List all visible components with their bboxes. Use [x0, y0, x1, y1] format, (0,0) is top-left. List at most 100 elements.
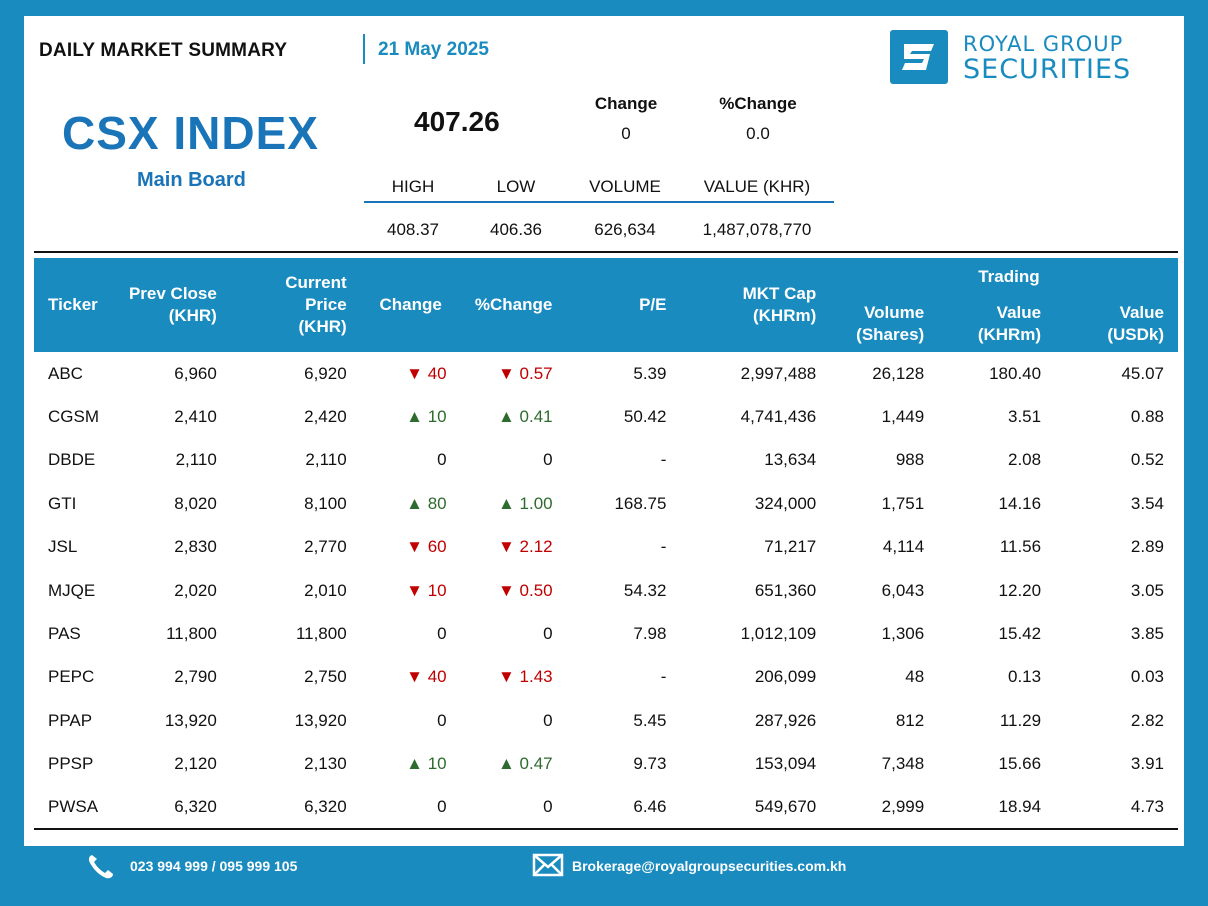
cell-value-khr: 3.51 — [1008, 407, 1042, 427]
cell-pe: 5.45 — [633, 710, 667, 730]
table-row: CGSM 2,410 2,420 ▲ 10 ▲ 0.41 50.42 4,741,436 1,… — [34, 395, 1178, 438]
cell-change: 0 — [437, 450, 447, 470]
cell-ticker: JSL — [48, 537, 78, 557]
cell-change: 0 — [360, 785, 461, 831]
cell-value-usd: 2.89 — [1130, 537, 1164, 557]
table-row: PWSA 6,320 6,320 0 0 6.46 549,670 2,999 18.94 4.7… — [34, 785, 1178, 831]
cell-value-usd: 3.54 — [1130, 493, 1164, 513]
th-value-usd: Value (USDk) — [1107, 303, 1164, 344]
cell-ticker: PPAP — [48, 710, 93, 730]
down-arrow-icon: ▼ — [497, 363, 520, 383]
section-divider — [34, 251, 1178, 253]
cell-value-usd: 0.03 — [1130, 667, 1164, 687]
brand-logo: ROYAL GROUP SECURITIES — [890, 30, 1160, 86]
report-title: DAILY MARKET SUMMARY — [39, 40, 288, 61]
table-row: PPSP 2,120 2,130 ▲ 10 ▲ 0.47 9.73 153,094 7,348… — [34, 743, 1178, 786]
cell-pct-change: ▼ 2.12 — [497, 537, 553, 557]
cell-value-khr: 15.66 — [998, 754, 1042, 774]
th-ticker: Ticker — [48, 295, 98, 314]
th-pct-change: %Change — [474, 295, 553, 314]
cell-pe: 9.73 — [633, 754, 667, 774]
th-change: Change — [379, 295, 442, 314]
cell-prev-close: 8,020 — [174, 493, 217, 513]
index-stats-values: 408.37 406.36 626,634 1,487,078,770 — [364, 220, 834, 240]
cell-value-khr: 180.40 — [989, 363, 1042, 383]
cell-current-price: 2,110 — [305, 450, 347, 470]
table-row: ABC 6,960 6,920 ▼ 40 ▼ 0.57 5.39 2,997,488 26,1… — [34, 352, 1178, 395]
th-trading-group: Trading — [978, 267, 1040, 286]
cell-volume: 1,751 — [881, 493, 925, 513]
cell-prev-close: 2,020 — [174, 580, 217, 600]
cell-value-usd: 4.73 — [1055, 785, 1178, 831]
cell-value-khr: 15.42 — [998, 624, 1042, 644]
index-board: Main Board — [137, 169, 246, 191]
cell-prev-close: 11,800 — [166, 624, 217, 644]
cell-value-khr: 11.29 — [999, 710, 1042, 730]
cell-ticker: DBDE — [48, 450, 96, 470]
cell-change: ▲ 10 — [406, 754, 447, 774]
cell-mkt-cap: 324,000 — [754, 493, 817, 513]
cell-current-price: 2,770 — [304, 537, 347, 557]
th-value-khr: Trading Value (KHRm) — [977, 267, 1042, 344]
footer-email[interactable]: Brokerage@royalgroupsecurities.com.kh — [572, 858, 847, 874]
stat-header-low: LOW — [496, 177, 536, 196]
stat-value: 1,487,078,770 — [702, 220, 812, 239]
cell-pe: - — [660, 667, 667, 687]
rgs-logo-icon — [890, 30, 948, 84]
cell-mkt-cap: 4,741,436 — [740, 407, 817, 427]
cell-ticker: GTI — [48, 493, 77, 513]
index-name: CSX INDEX — [62, 107, 319, 159]
table-row: JSL 2,830 2,770 ▼ 60 ▼ 2.12 - 71,217 4,114 11.56… — [34, 526, 1178, 569]
down-arrow-icon: ▼ — [497, 580, 520, 600]
cell-mkt-cap: 153,094 — [754, 754, 817, 774]
cell-mkt-cap: 2,997,488 — [740, 363, 817, 383]
cell-current-price: 6,920 — [304, 363, 347, 383]
cell-volume: 6,043 — [881, 580, 925, 600]
cell-current-price: 2,010 — [304, 580, 347, 600]
cell-pe: 7.98 — [633, 624, 667, 644]
cell-prev-close: 2,110 — [175, 450, 217, 470]
summary-card: DAILY MARKET SUMMARY 21 May 2025 ROYAL G… — [24, 16, 1184, 846]
down-arrow-icon: ▼ — [497, 537, 520, 557]
header-divider — [363, 34, 365, 64]
cell-prev-close: 2,120 — [174, 754, 217, 774]
down-arrow-icon: ▼ — [497, 667, 520, 687]
cell-pe: 54.32 — [623, 580, 667, 600]
cell-mkt-cap: 549,670 — [680, 785, 831, 831]
cell-ticker: ABC — [48, 363, 83, 383]
cell-mkt-cap: 206,099 — [754, 667, 817, 687]
cell-value-khr: 0.13 — [1008, 667, 1042, 687]
cell-pct-change: 0 — [460, 785, 567, 831]
cell-value-usd: 0.88 — [1130, 407, 1164, 427]
stat-low: 406.36 — [490, 220, 542, 239]
down-arrow-icon: ▼ — [406, 363, 428, 383]
up-arrow-icon: ▲ — [406, 754, 428, 774]
cell-pct-change: 0 — [543, 624, 553, 644]
cell-mkt-cap: 13,634 — [764, 450, 817, 470]
cell-volume: 48 — [905, 667, 925, 687]
cell-value-usd: 3.85 — [1130, 624, 1164, 644]
index-change-label: Change — [594, 94, 658, 113]
cell-pe: - — [660, 537, 667, 557]
cell-current-price: 6,320 — [230, 785, 361, 831]
cell-mkt-cap: 287,926 — [754, 710, 817, 730]
cell-pct-change: ▲ 1.00 — [497, 493, 553, 513]
brand-name-line1: ROYAL GROUP — [963, 32, 1124, 56]
cell-ticker: CGSM — [48, 407, 99, 427]
cell-pe: 5.39 — [633, 363, 667, 383]
footer-phone: 023 994 999 / 095 999 105 — [130, 858, 298, 874]
table-row: MJQE 2,020 2,010 ▼ 10 ▼ 0.50 54.32 651,360 6,04… — [34, 569, 1178, 612]
cell-mkt-cap: 651,360 — [754, 580, 817, 600]
cell-pct-change: 0 — [543, 710, 553, 730]
cell-pct-change: ▼ 0.57 — [497, 363, 553, 383]
down-arrow-icon: ▼ — [406, 580, 428, 600]
cell-prev-close: 2,790 — [174, 667, 217, 687]
stat-header-high: HIGH — [391, 177, 435, 196]
stat-volume: 626,634 — [594, 220, 656, 239]
index-pct-change-label: %Change — [719, 94, 797, 113]
down-arrow-icon: ▼ — [406, 537, 428, 557]
cell-pct-change: 0 — [543, 450, 553, 470]
index-pct-change-value: 0.0 — [746, 124, 770, 143]
cell-mkt-cap: 1,012,109 — [740, 624, 817, 644]
cell-pct-change: ▼ 1.43 — [497, 667, 553, 687]
